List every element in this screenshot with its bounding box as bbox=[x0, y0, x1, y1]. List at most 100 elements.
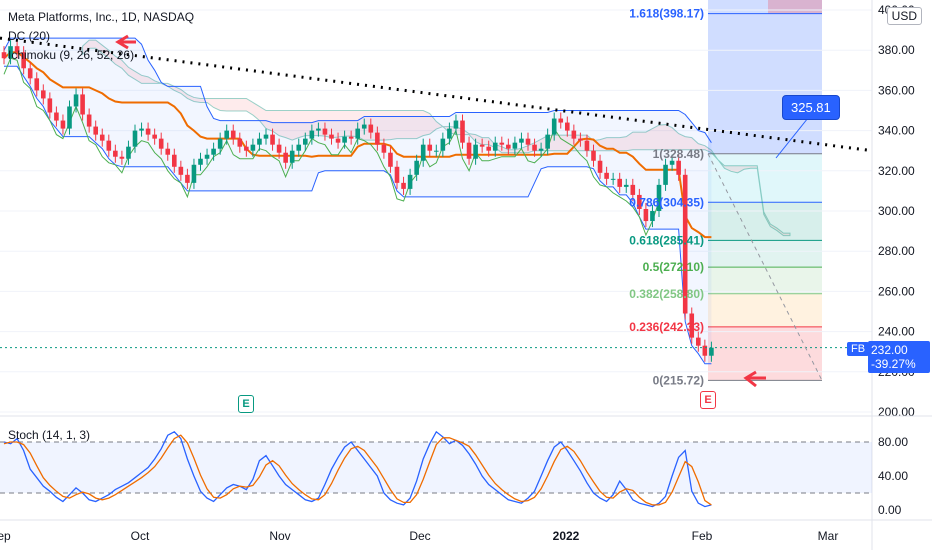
candle-body bbox=[204, 154, 210, 159]
candle-body bbox=[650, 211, 655, 222]
fib-zone bbox=[708, 240, 822, 268]
candle-body bbox=[689, 313, 695, 338]
candle-body bbox=[8, 46, 13, 59]
time-tick-label: Sep bbox=[0, 529, 11, 543]
stoch-tick-label: 0.00 bbox=[878, 503, 902, 517]
candle-body bbox=[368, 124, 374, 133]
candle-body bbox=[630, 184, 636, 195]
candle-body bbox=[532, 144, 537, 151]
price-grid bbox=[0, 9, 872, 413]
candle-body bbox=[93, 126, 98, 135]
donchian-lower bbox=[4, 65, 712, 365]
fib-level-label: 0.382(258.80) bbox=[629, 287, 704, 301]
candle-body bbox=[47, 98, 53, 113]
earnings-marker[interactable]: E bbox=[700, 391, 716, 409]
candle-body bbox=[119, 156, 125, 159]
candle-body bbox=[663, 164, 668, 185]
candle-body bbox=[250, 144, 256, 151]
trendline-value-callout[interactable]: 325.81 bbox=[782, 95, 840, 120]
candle-body bbox=[283, 152, 288, 163]
price-tick-label: 300.00 bbox=[878, 204, 915, 218]
candle-body bbox=[21, 52, 26, 69]
trendline bbox=[0, 36, 873, 381]
candle-body bbox=[414, 160, 419, 175]
candle-body bbox=[257, 138, 262, 145]
candle-body bbox=[335, 138, 341, 143]
candle-body bbox=[525, 138, 531, 145]
candle-body bbox=[401, 182, 406, 189]
candle-body bbox=[355, 128, 360, 139]
price-tick-label: 340.00 bbox=[878, 124, 915, 138]
fib-zone bbox=[708, 267, 822, 294]
candle-body bbox=[289, 150, 295, 163]
time-tick-label: Nov bbox=[269, 529, 290, 543]
arrow-marker-left bbox=[115, 34, 136, 50]
candle-body bbox=[211, 148, 216, 155]
price-change: -39.27% bbox=[871, 357, 916, 371]
candle-body bbox=[99, 134, 105, 141]
candle-body bbox=[113, 150, 118, 157]
candle-body bbox=[519, 138, 524, 143]
stochastic-panel: 0.00 40.00 80.00 bbox=[0, 415, 932, 517]
candle-body bbox=[381, 144, 387, 153]
price-tick-label: 240.00 bbox=[878, 325, 915, 339]
ichimoku-legend[interactable]: Ichimoku (9, 26, 52, 26) bbox=[8, 48, 135, 62]
candle-body bbox=[303, 138, 308, 145]
earnings-marker[interactable]: E bbox=[238, 395, 254, 413]
candle-body bbox=[643, 208, 649, 222]
candle-body bbox=[447, 128, 452, 139]
last-price-tag: 232.00 -39.27% bbox=[868, 341, 930, 373]
candle-body bbox=[591, 150, 596, 161]
candle-body bbox=[709, 347, 714, 356]
fib-level-label: 0.236(242.33) bbox=[629, 320, 704, 334]
candle-body bbox=[407, 174, 413, 189]
candle-body bbox=[14, 46, 20, 53]
candle-body bbox=[126, 146, 131, 159]
fib-level-label: 0(215.72) bbox=[653, 373, 704, 387]
candle-body bbox=[86, 114, 92, 127]
candle-body bbox=[584, 140, 590, 151]
candle-body bbox=[551, 118, 557, 135]
candle-body bbox=[230, 130, 236, 139]
candle-body bbox=[152, 134, 157, 139]
candle-body bbox=[217, 138, 223, 149]
candle-body bbox=[54, 112, 59, 121]
candle-body bbox=[296, 144, 302, 151]
fib-extension-top bbox=[768, 0, 822, 14]
candle-body bbox=[80, 94, 85, 115]
candle-body bbox=[237, 138, 243, 147]
fib-diagonal bbox=[707, 153, 823, 381]
candle-body bbox=[106, 140, 112, 151]
candle-body bbox=[637, 194, 642, 209]
currency-badge[interactable]: USD bbox=[886, 7, 922, 25]
candle-body bbox=[67, 106, 72, 129]
price-axis: 200.00220.00240.00260.00280.00300.00320.… bbox=[871, 0, 915, 550]
candle-body bbox=[394, 166, 400, 183]
candle-body bbox=[375, 132, 380, 145]
candle-body bbox=[434, 150, 439, 152]
dc-legend[interactable]: DC (20) bbox=[8, 29, 51, 43]
time-tick-label: 2022 bbox=[553, 529, 580, 543]
fib-level-label: 1.618(398.17) bbox=[629, 7, 704, 21]
stoch-d-line bbox=[3, 434, 712, 506]
time-tick-label: Feb bbox=[692, 529, 713, 543]
callout-leader bbox=[775, 117, 809, 159]
candle-body bbox=[545, 134, 550, 149]
fib-zone bbox=[708, 293, 822, 327]
fib-zone bbox=[708, 326, 822, 381]
arrow-markers bbox=[115, 34, 766, 388]
candle-body bbox=[139, 128, 144, 131]
candle-body bbox=[191, 164, 197, 183]
candle-body bbox=[73, 94, 79, 107]
candle-body bbox=[617, 178, 622, 187]
candle-body bbox=[440, 138, 446, 151]
candle-body bbox=[538, 148, 544, 151]
candle-body bbox=[499, 142, 505, 145]
candle-body bbox=[597, 160, 603, 173]
last-price: 232.00 bbox=[871, 343, 908, 357]
ichimoku-base-line bbox=[3, 51, 712, 239]
candle-body bbox=[172, 154, 177, 167]
stoch-legend[interactable]: Stoch (14, 1, 3) bbox=[8, 428, 91, 442]
price-tick-label: 380.00 bbox=[878, 43, 915, 57]
